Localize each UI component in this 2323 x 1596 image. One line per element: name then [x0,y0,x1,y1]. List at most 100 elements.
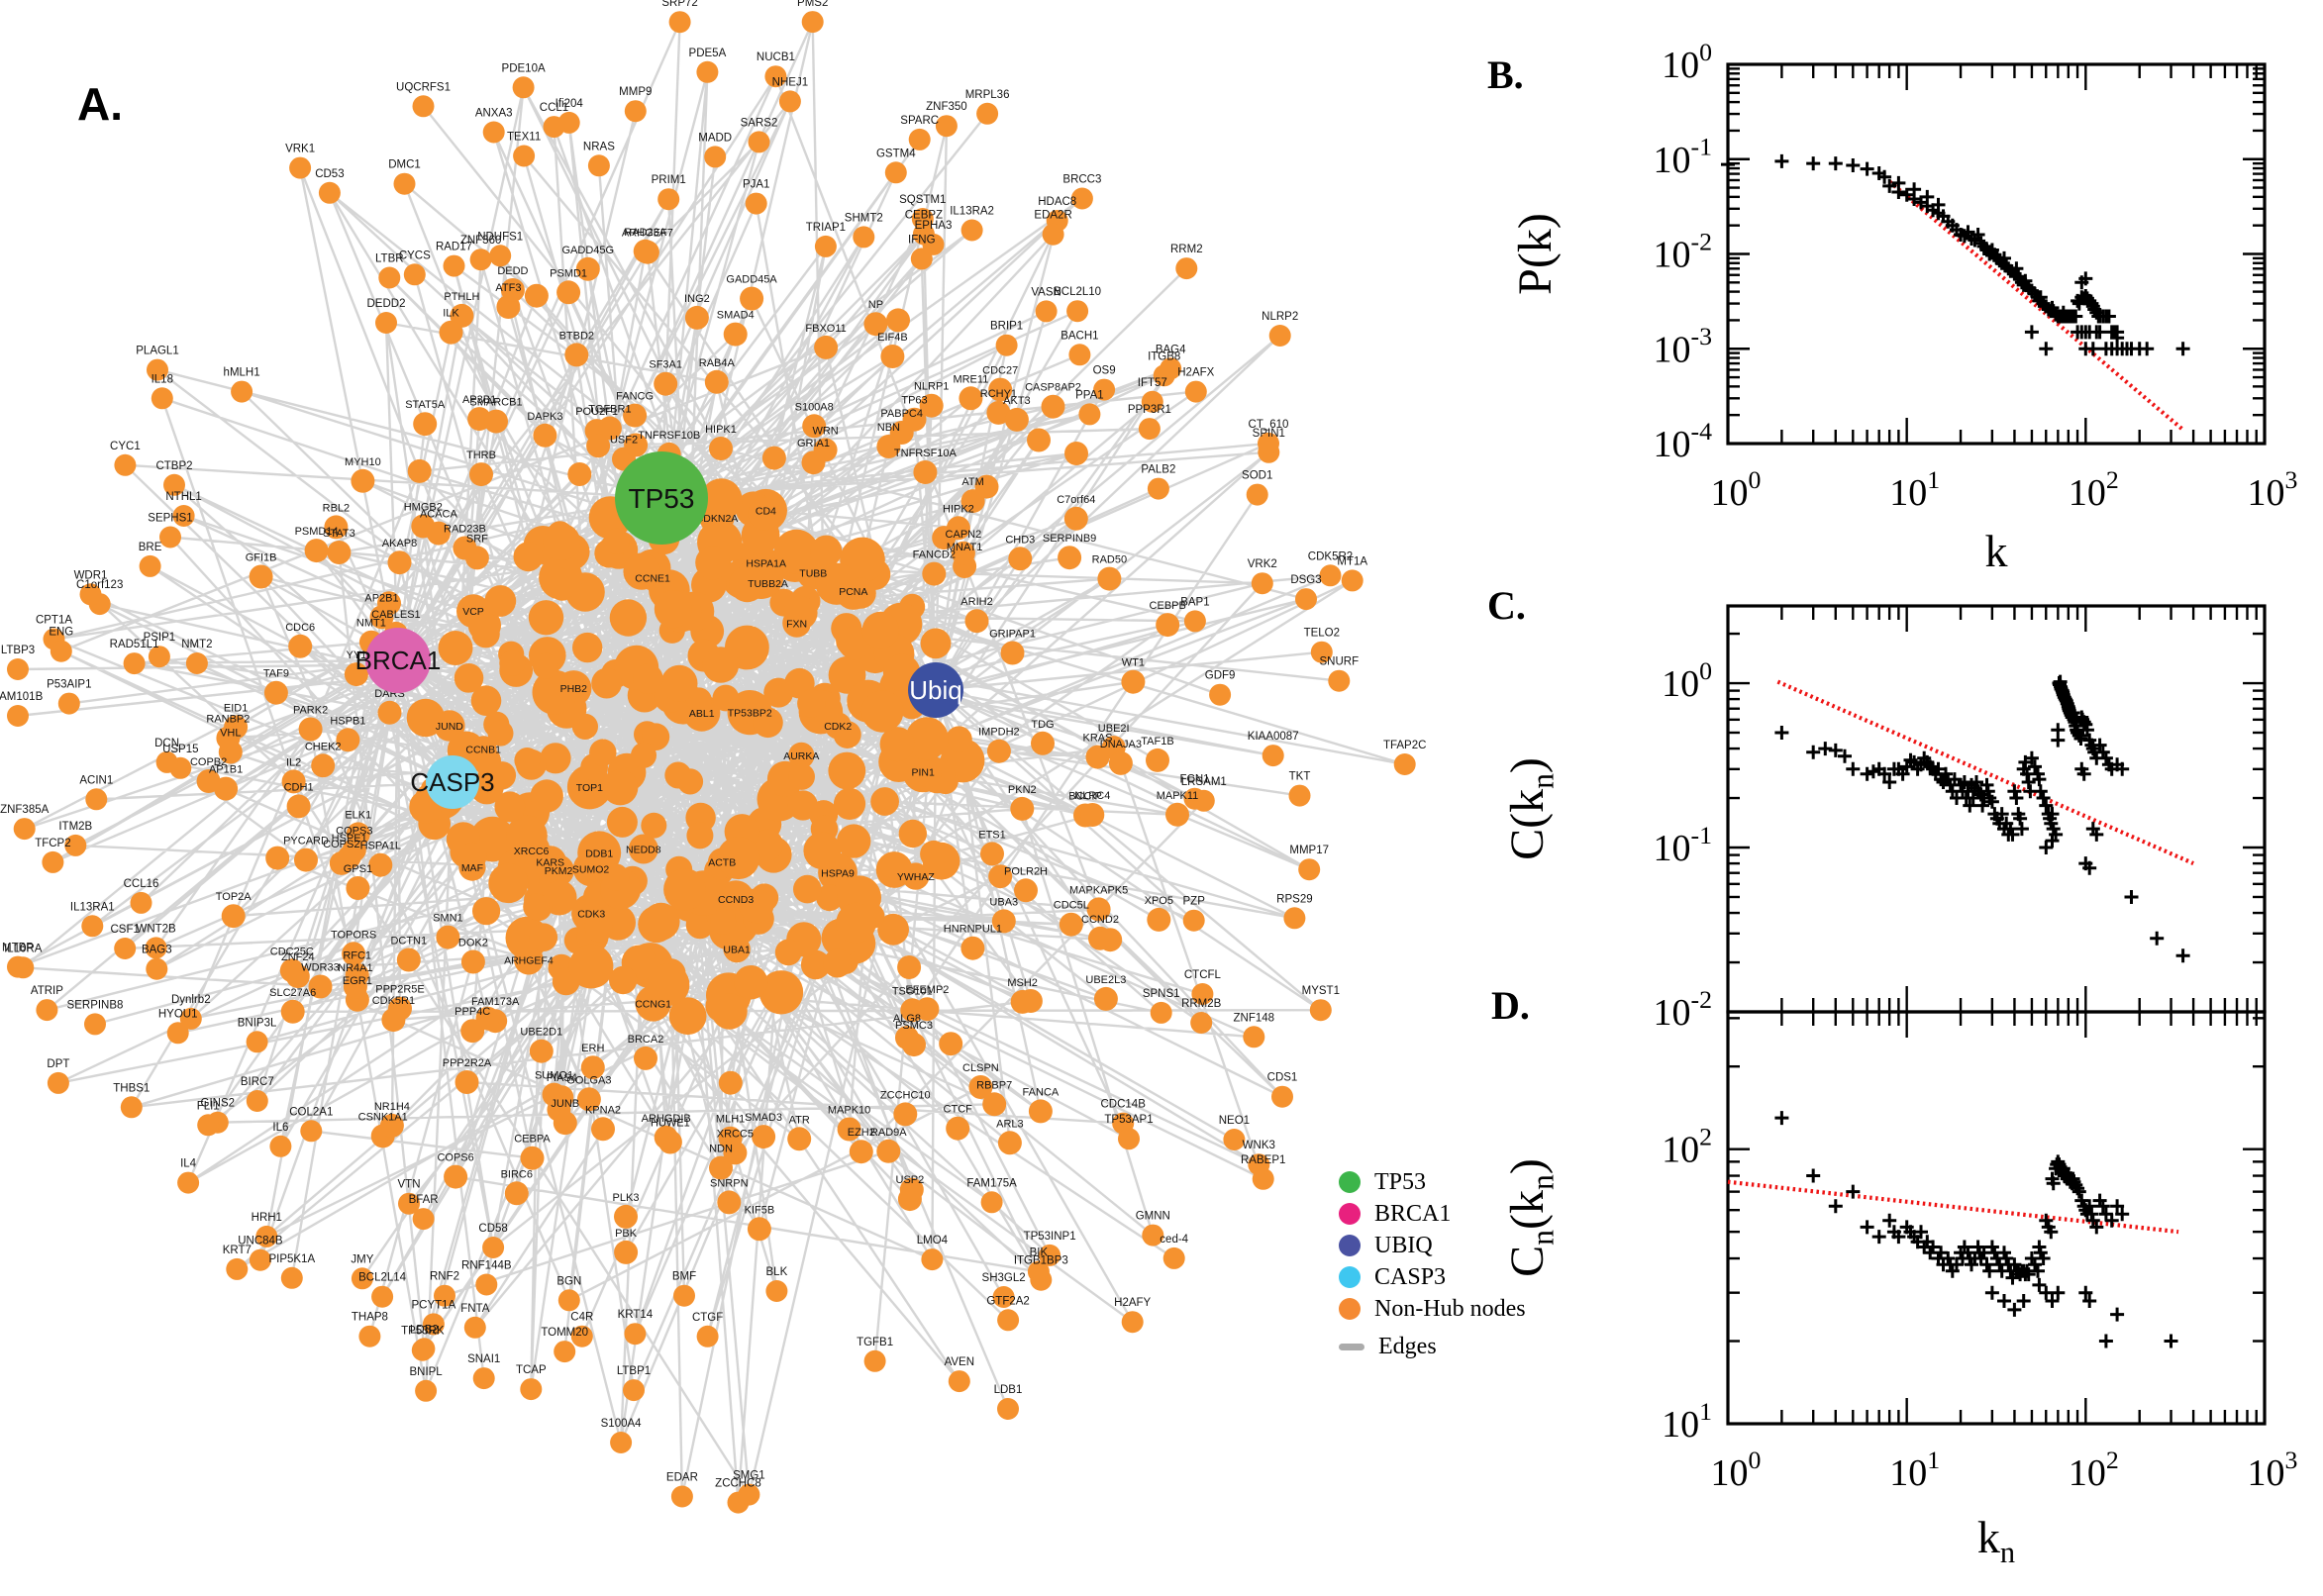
network-node [910,248,933,270]
network-node [255,1225,278,1247]
node-labels: CDK2 PCNA DDB1 NEDD8 KARS CCND3 XRCC6 CDKN2A UBA… [0,0,1426,1490]
panel-label-b: B. [1487,52,1524,97]
network-node [745,192,767,215]
network-node [218,740,243,764]
network-node [591,1117,615,1142]
node-label: SOD1 [1242,470,1272,482]
network-node [988,864,1013,889]
node-label: BGN [556,1275,581,1287]
node-label: CCNB1 [465,745,501,756]
node-label: CCNG1 [635,999,671,1011]
network-node [995,334,1018,356]
network-node [1078,403,1101,426]
hub-circle-casp3 [426,755,479,809]
node-label: NEDD8 [626,845,661,856]
node-label: PLK3 [613,1192,640,1204]
network-node [877,913,909,946]
node-label: PTHLH [444,291,479,303]
network-node [368,852,393,877]
network-node [814,235,837,257]
network-node [412,1208,435,1231]
node-label: HIPK2 [943,503,974,515]
network-node [472,747,502,775]
node-label: IL2 [286,756,301,768]
network-node [624,1323,647,1346]
node-label: NLRC4 [1074,790,1110,802]
node-label: MT1A [1337,555,1367,567]
network-node [638,905,675,944]
node-label: CYC1 [110,441,141,452]
legend-label: Non-Hub nodes [1374,1295,1526,1322]
node-label: BAG3 [142,945,172,956]
network-node [660,664,698,702]
network-node [623,1379,645,1402]
network-node [520,1378,543,1401]
node-label: TFCP2 [35,838,70,849]
network-node [159,526,181,549]
node-label: PIN1 [912,766,936,778]
network-node [1341,569,1364,592]
node-label: CD4 [756,506,776,518]
network-node [664,761,692,789]
network-node [1121,1311,1144,1334]
network-node [1146,748,1169,772]
network-node [1191,983,1214,1005]
node-label: VCP [462,606,484,618]
node-label: SNURF [1319,656,1359,668]
node-label: RABEP1 [1241,1154,1285,1166]
node-label: PZP [1183,896,1206,908]
node-label: SQSTM1 [899,194,946,206]
node-label: HMGB2 [404,502,443,514]
x-tick-label: 102 [2069,1446,2119,1494]
node-label: TGFBR1 [588,404,631,416]
network-node [1298,858,1321,881]
node-label: TP53INP1 [1024,1231,1076,1243]
node-label: CHD3 [1005,534,1035,546]
node-label: PDE10A [502,62,546,74]
node-label: UBE2L3 [1085,974,1126,986]
network-node [147,358,168,381]
node-color-dot-icon [1339,1235,1361,1256]
network-node [814,335,839,359]
node-label: SUMO2 [572,863,610,875]
node-label: PBK [615,1228,638,1240]
node-label: TKT [1289,771,1311,783]
node-label: ARHGEF7 [622,228,673,240]
node-label: ZCCHC10 [880,1089,931,1101]
network-node [371,1285,394,1308]
network-node [7,658,29,680]
network-node [899,1177,924,1202]
node-label: SRF [466,533,488,545]
node-label: JUND [436,721,463,733]
node-label: BFAR [409,1194,439,1206]
node-label: ACACA [420,509,458,521]
network-node [1064,442,1088,465]
network-node [415,1379,438,1402]
network-node [327,541,352,564]
network-node [654,371,678,396]
network-node [641,812,667,839]
node-label: PSMC3 [895,1020,933,1032]
node-label: FXN [786,618,807,630]
network-node [298,717,323,742]
hub-nodes: TP53 BRCA1 Ubiq CASP3 [355,451,963,809]
network-node [1310,641,1333,663]
node-color-dot-icon [1339,1203,1361,1225]
node-label: CDK5R2 [1308,550,1353,562]
node-label: KARS [536,857,564,869]
node-label: TP53BP2 [728,708,772,720]
node-label: NP [868,299,883,311]
node-label: SF3A1 [649,359,682,371]
network-node [853,226,875,249]
network-node [166,1022,189,1045]
node-label: CEBPB [1150,600,1186,612]
network-node [547,1097,571,1122]
node-label: FAM173A [471,996,520,1008]
edge-sample-icon [1339,1343,1364,1350]
node-label: COPS3 [336,826,372,838]
node-label: BCL2L14 [358,1272,407,1284]
node-label: IL4 [180,1158,197,1170]
tick-marks [1726,606,2267,1014]
node-label: USP15 [162,744,198,755]
node-label: S100A8 [795,401,834,413]
